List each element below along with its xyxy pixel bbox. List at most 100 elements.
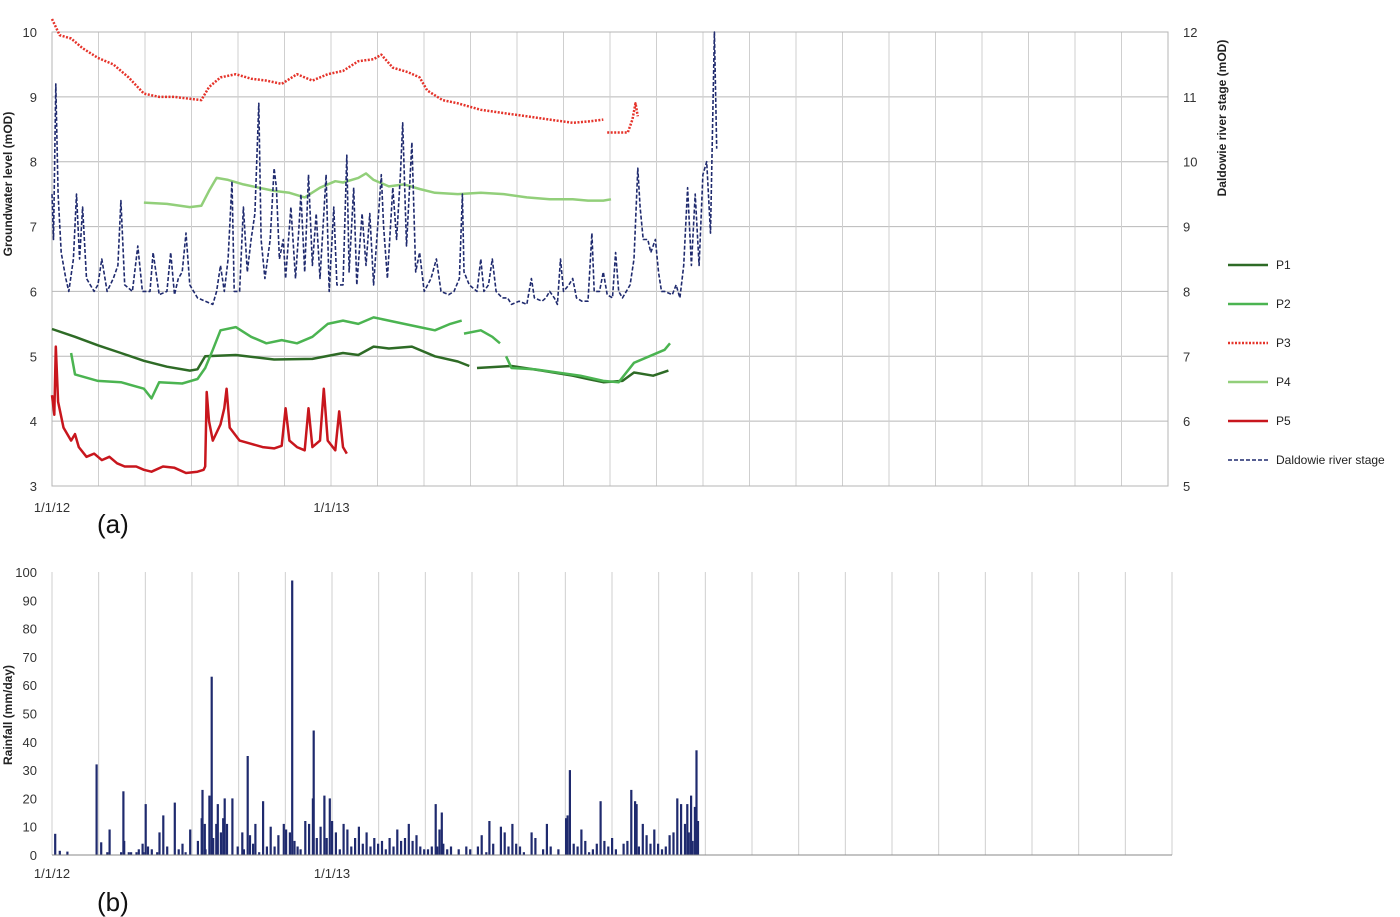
rainfall-bar [216, 804, 219, 855]
rainfall-bar [657, 843, 660, 855]
chart-a-y-tick-label: 9 [30, 90, 37, 105]
chart-a-y-tick-label: 6 [30, 284, 37, 299]
rainfall-bar [664, 846, 667, 855]
rainfall-bar [223, 798, 226, 855]
chart-b-y-tick-label: 70 [23, 650, 37, 665]
rainfall-bar [499, 826, 502, 855]
rainfall-bar [141, 843, 144, 855]
rainfall-bar [308, 823, 311, 855]
rainfall-bar [361, 843, 364, 855]
rainfall-bar [54, 833, 57, 855]
chart-b-y-axis-title: Rainfall (mm/day) [1, 665, 15, 765]
chart-b-grid [51, 572, 1173, 855]
rainfall-bar [323, 795, 326, 855]
legend-label-p5: P5 [1276, 414, 1291, 428]
rainfall-bar [201, 789, 204, 855]
rainfall-bar [212, 838, 215, 855]
rainfall-bar [365, 832, 368, 855]
rainfall-bar [242, 849, 245, 855]
rainfall-bar [672, 832, 675, 855]
rainfall-bar [641, 823, 644, 855]
rainfall-bar [166, 846, 169, 855]
legend-label-p3: P3 [1276, 336, 1291, 350]
rainfall-bar [591, 849, 594, 855]
rainfall-bar [293, 840, 296, 855]
rainfall-bar [457, 849, 460, 855]
rainfall-bar [215, 823, 218, 855]
rainfall-bar [146, 846, 150, 855]
rainfall-bar [507, 846, 510, 855]
chart-a-series [50, 18, 718, 475]
rainfall-bar [687, 832, 690, 855]
chart-a-x-tick-label: 1/1/12 [34, 500, 70, 515]
legend-label-p4: P4 [1276, 375, 1291, 389]
chart-a-grid [51, 31, 1169, 487]
rainfall-bar [565, 818, 568, 855]
rainfall-bar [696, 821, 700, 855]
rainfall-bar [222, 818, 225, 855]
rainfall-bar [204, 849, 207, 855]
rainfall-bar [392, 846, 395, 855]
chart-b-y-tick-label: 10 [23, 820, 37, 835]
chart-a-y2-tick-label: 9 [1183, 220, 1190, 235]
rainfall-bar [534, 838, 537, 855]
rainfall-bar [576, 846, 579, 855]
chart-a-left-axis-ticks: 3 4 5 6 7 8 9 10 [23, 25, 37, 494]
rainfall-bar [231, 798, 234, 855]
rainfall-bar [469, 849, 472, 855]
rainfall-bar [426, 849, 430, 855]
chart-a-y2-tick-label: 8 [1183, 284, 1190, 299]
series-daldowie-river-stage-line [51, 31, 718, 306]
rainfall-bar [680, 804, 683, 855]
legend-label-p1: P1 [1276, 258, 1291, 272]
rainfall-bar [219, 832, 222, 855]
rainfall-bar [572, 843, 575, 855]
rainfall-bar [446, 849, 449, 855]
rainfall-bar [334, 832, 337, 855]
series-p1-line [51, 327, 470, 372]
chart-a-y-tick-label: 4 [30, 414, 37, 429]
rainfall-bar [396, 829, 399, 855]
rainfall-bar [622, 843, 625, 855]
rainfall-bar [312, 730, 315, 855]
chart-b-y-tick-label: 90 [23, 593, 37, 608]
rainfall-bar [542, 849, 545, 855]
rainfall-bar [634, 801, 637, 855]
rainfall-bar [626, 840, 629, 855]
chart-b-x-tick-label: 1/1/12 [34, 866, 70, 881]
rainfall-bar [225, 823, 229, 855]
rainfall-bar [354, 838, 357, 855]
rainfall-bar [690, 795, 693, 855]
rainfall-bar [208, 795, 211, 855]
chart-b-y-axis-ticks: 0 10 20 30 40 50 60 70 80 90 100 [15, 565, 37, 863]
rainfall-bar [265, 846, 268, 855]
rainfall-bar [549, 846, 552, 855]
rainfall-bar [254, 823, 257, 855]
rainfall-bar [649, 843, 652, 855]
series-p2-line [463, 329, 501, 345]
rainfall-bar [248, 835, 252, 855]
rainfall-bar [480, 835, 483, 855]
rainfall-bar [241, 832, 244, 855]
chart-a-left-axis-title: Groundwater level (mOD) [1, 112, 15, 257]
rainfall-bar [269, 826, 272, 855]
rainfall-bar [400, 840, 403, 855]
rainfall-bar [236, 846, 239, 855]
rainfall-bar [144, 804, 147, 855]
rainfall-bar [503, 832, 506, 855]
rainfall-bar [277, 835, 280, 855]
rainfall-bar [430, 846, 433, 855]
rainfall-bar [285, 829, 288, 855]
chart-a-y2-tick-label: 5 [1183, 479, 1190, 494]
rainfall-bar [189, 829, 192, 855]
rainfall-bar [181, 843, 184, 855]
chart-a-y-tick-label: 5 [30, 349, 37, 364]
rainfall-bar [252, 843, 255, 855]
chart-a-y-tick-label: 7 [30, 220, 37, 235]
groundwater-river-stage-chart: 3 4 5 6 7 8 9 10 5 6 7 8 9 10 11 12 1/1/12 1/1/13 Groun… [1, 18, 1385, 539]
rainfall-bar [342, 823, 345, 855]
chart-a-legend: P1 P2 P3 P4 P5 Daldowie river stage [1228, 258, 1385, 467]
series-p4-line [143, 172, 612, 209]
rainfall-bar [611, 838, 614, 855]
rainfall-bar [288, 832, 291, 855]
